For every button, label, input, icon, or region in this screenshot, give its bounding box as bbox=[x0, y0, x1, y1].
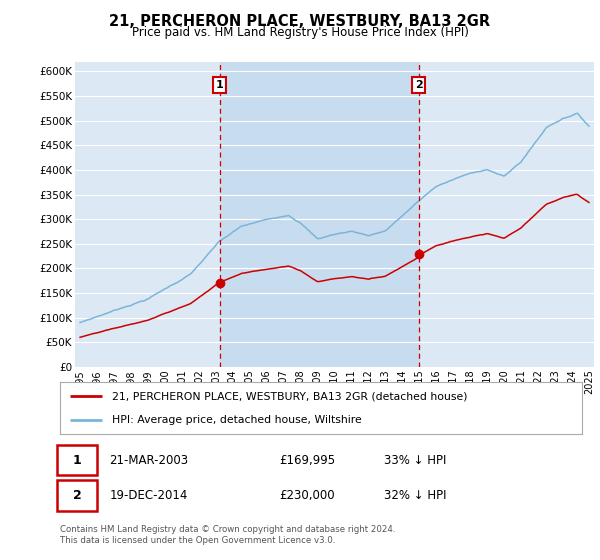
Text: 1: 1 bbox=[73, 454, 82, 466]
Text: Contains HM Land Registry data © Crown copyright and database right 2024.
This d: Contains HM Land Registry data © Crown c… bbox=[60, 525, 395, 545]
Text: 32% ↓ HPI: 32% ↓ HPI bbox=[383, 489, 446, 502]
Text: HPI: Average price, detached house, Wiltshire: HPI: Average price, detached house, Wilt… bbox=[112, 415, 362, 425]
Text: 33% ↓ HPI: 33% ↓ HPI bbox=[383, 454, 446, 466]
Text: 19-DEC-2014: 19-DEC-2014 bbox=[110, 489, 188, 502]
Text: 2: 2 bbox=[73, 489, 82, 502]
Text: 2: 2 bbox=[415, 80, 422, 90]
Text: 21, PERCHERON PLACE, WESTBURY, BA13 2GR (detached house): 21, PERCHERON PLACE, WESTBURY, BA13 2GR … bbox=[112, 391, 468, 402]
Text: Price paid vs. HM Land Registry's House Price Index (HPI): Price paid vs. HM Land Registry's House … bbox=[131, 26, 469, 39]
Text: £169,995: £169,995 bbox=[279, 454, 335, 466]
Text: 21-MAR-2003: 21-MAR-2003 bbox=[110, 454, 189, 466]
Text: 21, PERCHERON PLACE, WESTBURY, BA13 2GR: 21, PERCHERON PLACE, WESTBURY, BA13 2GR bbox=[109, 14, 491, 29]
Text: 1: 1 bbox=[215, 80, 223, 90]
Text: £230,000: £230,000 bbox=[279, 489, 335, 502]
Bar bbox=[220, 62, 419, 367]
FancyBboxPatch shape bbox=[58, 480, 97, 511]
FancyBboxPatch shape bbox=[58, 445, 97, 475]
